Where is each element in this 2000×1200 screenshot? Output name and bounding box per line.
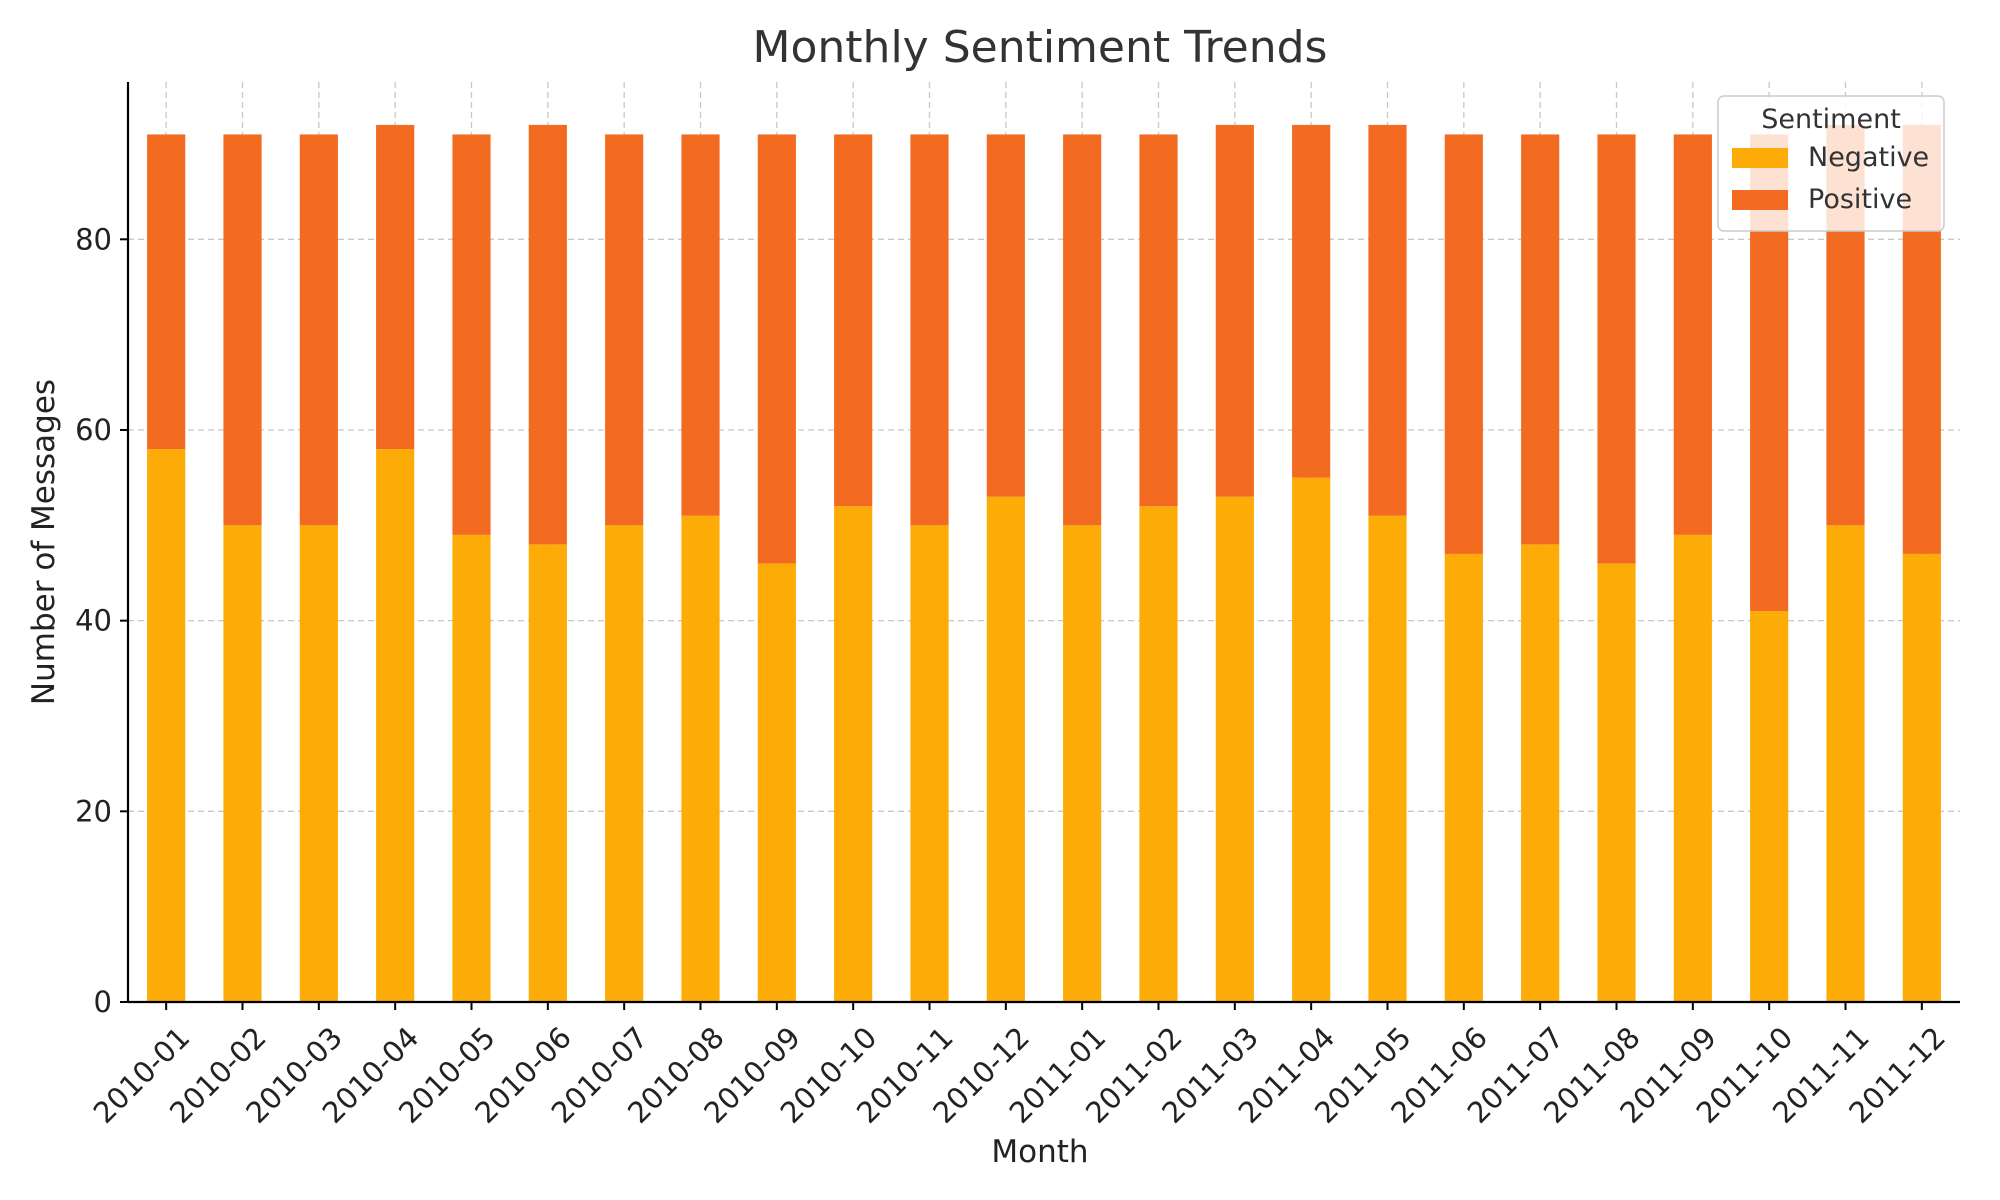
bar-positive (1368, 124, 1407, 516)
bar-negative (376, 449, 415, 1002)
bar-negative (1063, 525, 1102, 1002)
bar-positive (757, 134, 796, 564)
bar-negative (147, 449, 186, 1002)
legend-swatch-negative (1732, 148, 1788, 168)
y-tick-label: 60 (75, 413, 112, 447)
bar-negative (1139, 506, 1178, 1002)
legend-label-negative: Negative (1808, 142, 1929, 173)
bar-positive (299, 134, 338, 526)
bar-positive (605, 134, 644, 526)
legend-title: Sentiment (1761, 104, 1901, 135)
bar-positive (1139, 134, 1178, 507)
bar-positive (452, 134, 491, 535)
bar-negative (910, 525, 949, 1002)
bar-negative (223, 525, 262, 1002)
bar-negative (1215, 496, 1254, 1002)
bar-negative (299, 525, 338, 1002)
bar-negative (757, 563, 796, 1002)
bar-negative (1826, 525, 1865, 1002)
bar-positive (910, 134, 949, 526)
bar-negative (1521, 544, 1560, 1002)
x-axis-label: Month (991, 1134, 1088, 1170)
y-tick-label: 80 (75, 222, 112, 256)
bar-positive (1063, 134, 1102, 526)
bar-negative (605, 525, 644, 1002)
bar-negative (1750, 611, 1789, 1002)
bar-positive (1292, 124, 1331, 478)
legend-swatch-positive (1732, 190, 1788, 210)
bar-negative (1902, 553, 1941, 1002)
bar-positive (1521, 134, 1560, 545)
bar-negative (1597, 563, 1636, 1002)
bar-positive (147, 134, 186, 450)
bar-positive (834, 134, 873, 507)
bar-negative (528, 544, 567, 1002)
bar-negative (1673, 534, 1712, 1002)
y-axis-label: Number of Messages (26, 379, 62, 705)
bar-positive (223, 134, 262, 526)
bar-negative (1444, 553, 1483, 1002)
y-tick-label: 40 (75, 604, 112, 638)
bar-positive (376, 124, 415, 450)
bar-negative (834, 506, 873, 1002)
bar-positive (1444, 134, 1483, 554)
bar-positive (681, 134, 720, 516)
bar-positive (1215, 124, 1254, 497)
bar-layer (147, 124, 1941, 1002)
bar-negative (452, 534, 491, 1002)
bar-negative (1292, 477, 1331, 1002)
chart-title: Monthly Sentiment Trends (753, 22, 1328, 73)
bar-negative (681, 515, 720, 1002)
bar-positive (986, 134, 1025, 497)
legend-label-positive: Positive (1808, 184, 1912, 215)
bar-positive (1597, 134, 1636, 564)
y-tick-label: 0 (94, 985, 112, 1019)
bar-negative (1368, 515, 1407, 1002)
bar-positive (528, 124, 567, 545)
bar-negative (986, 496, 1025, 1002)
bar-positive (1673, 134, 1712, 535)
legend: Sentiment Negative Positive (1717, 95, 1945, 232)
y-tick-label: 20 (75, 794, 112, 828)
